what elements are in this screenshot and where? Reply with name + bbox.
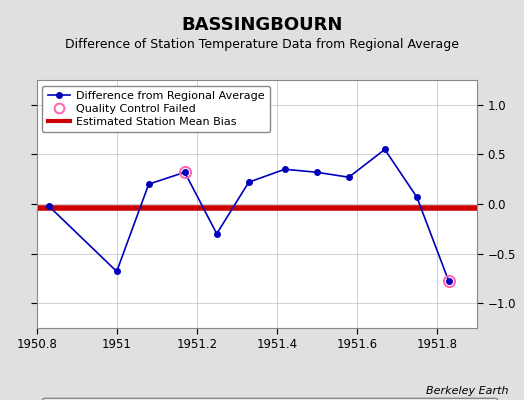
Text: Berkeley Earth: Berkeley Earth — [426, 386, 508, 396]
Text: BASSINGBOURN: BASSINGBOURN — [181, 16, 343, 34]
Text: Difference of Station Temperature Data from Regional Average: Difference of Station Temperature Data f… — [65, 38, 459, 51]
Legend: Station Move, Record Gap, Time of Obs. Change, Empirical Break: Station Move, Record Gap, Time of Obs. C… — [42, 398, 497, 400]
